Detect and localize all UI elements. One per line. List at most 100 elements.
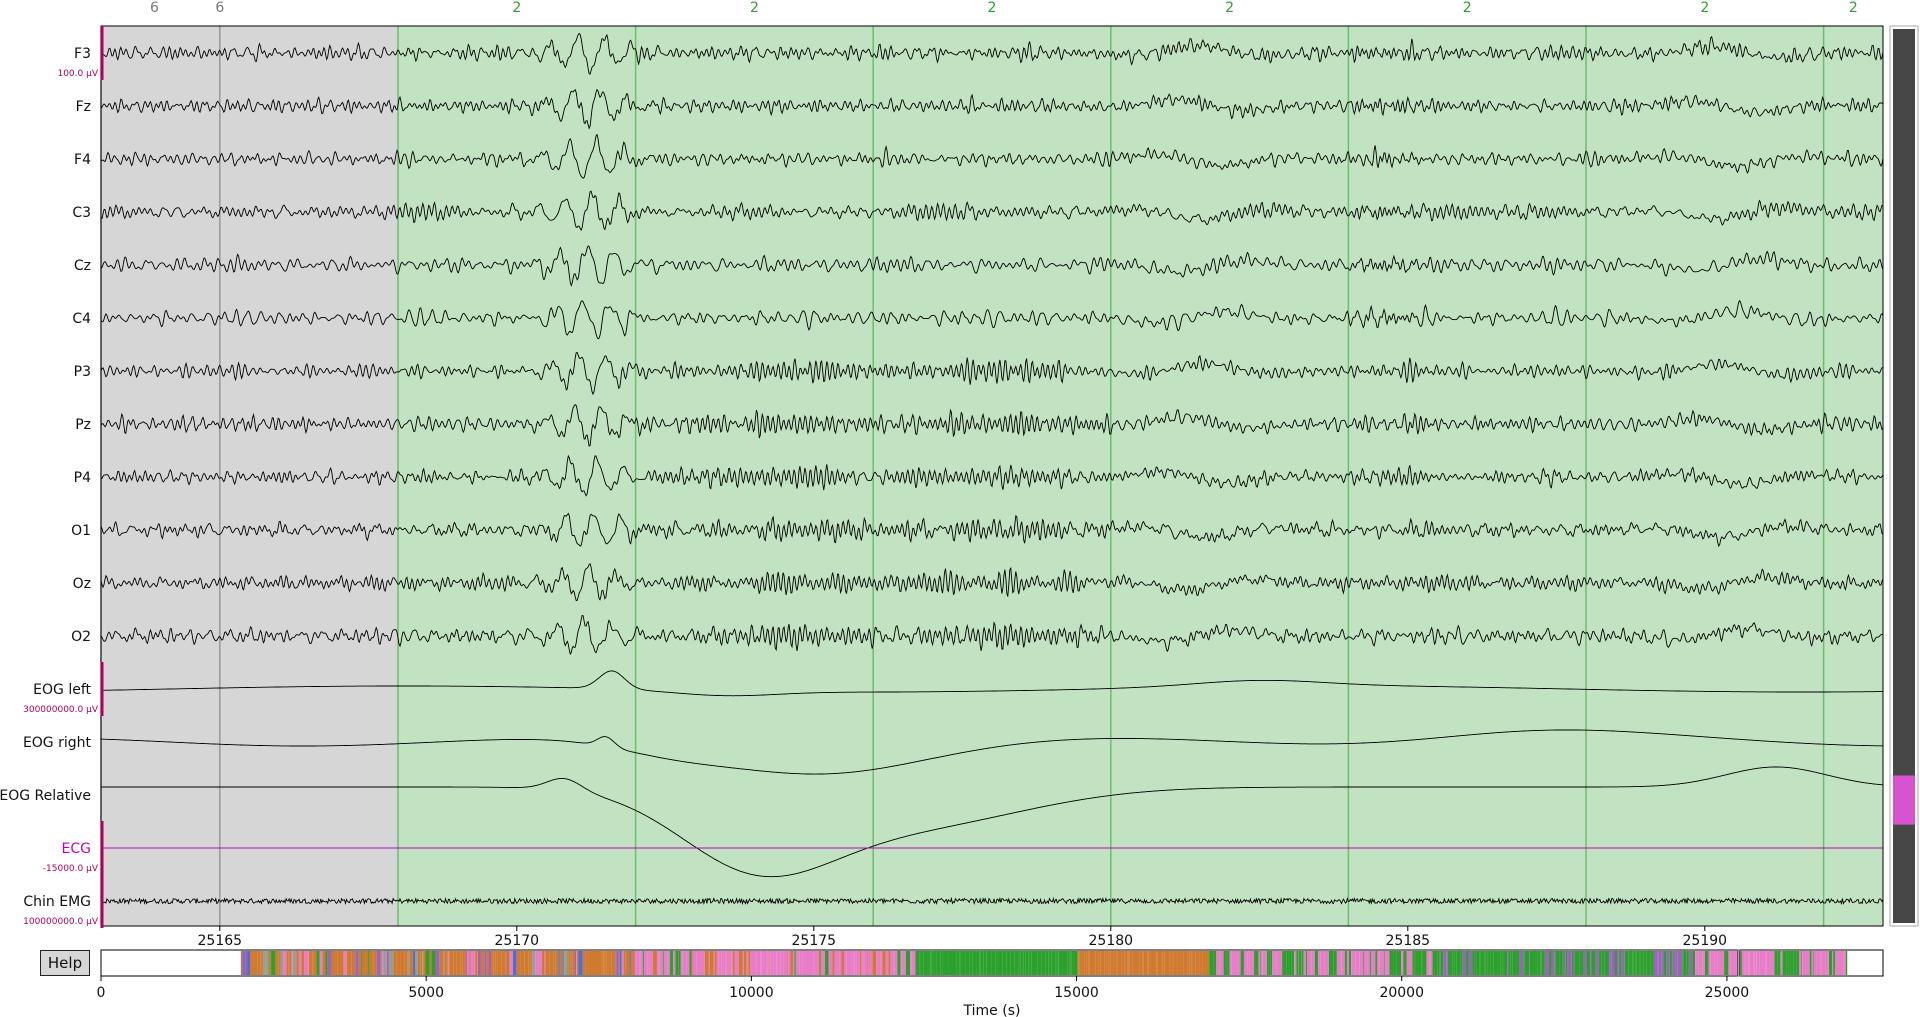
- overview-stage-segment: [572, 951, 575, 975]
- overview-stage-segment: [275, 951, 279, 975]
- overview-stage-segment: [1507, 951, 1509, 975]
- overview-stage-segment: [1682, 951, 1684, 975]
- overview-stage-segment: [1683, 951, 1687, 975]
- overview-stage-segment: [382, 951, 384, 975]
- overview-stage-segment: [1195, 951, 1198, 975]
- overview-stage-segment: [969, 951, 973, 975]
- overview-stage-segment: [868, 951, 871, 975]
- annotation-label[interactable]: 2: [1225, 0, 1234, 16]
- overview-stage-segment: [997, 951, 999, 975]
- overview-stage-segment: [1035, 951, 1038, 975]
- overview-stage-segment: [1058, 951, 1059, 975]
- channel-label: Pz: [75, 417, 91, 433]
- overview-stage-segment: [1619, 951, 1622, 975]
- overview-stage-segment: [553, 951, 556, 975]
- overview-stage-segment: [1618, 951, 1620, 975]
- overview-stage-segment: [1418, 951, 1422, 975]
- overview-stage-segment: [783, 951, 788, 975]
- overview-stage-segment: [1845, 951, 1848, 975]
- overview-stage-segment: [444, 951, 447, 975]
- overview-stage-segment: [1704, 951, 1709, 975]
- overview-stage-segment: [704, 951, 709, 975]
- overview-stage-segment: [837, 951, 840, 975]
- overview-stage-segment: [1493, 951, 1498, 975]
- overview-stage-segment: [484, 951, 487, 975]
- overview-stage-segment: [766, 951, 768, 975]
- overview-stage-segment: [393, 951, 397, 975]
- overview-stage-segment: [1443, 951, 1447, 975]
- annotation-label[interactable]: 2: [1849, 0, 1858, 16]
- overview-stage-segment: [1574, 951, 1576, 975]
- overview-stage-segment: [820, 951, 821, 975]
- overview-stage-segment: [1108, 951, 1111, 975]
- overview-stage-segment: [1045, 951, 1049, 975]
- overview-stage-segment: [1157, 951, 1162, 975]
- overview-stage-segment: [1048, 951, 1052, 975]
- help-button[interactable]: Help: [40, 950, 90, 976]
- scrollbar-track[interactable]: [1893, 29, 1915, 923]
- overview-stage-segment: [1148, 951, 1151, 975]
- overview-stage-segment: [777, 951, 779, 975]
- annotation-label[interactable]: 6: [215, 0, 224, 16]
- channel-label: Cz: [74, 258, 91, 274]
- overview-stage-segment: [588, 951, 592, 975]
- overview-stage-segment: [1786, 951, 1789, 975]
- overview-stage-segment: [383, 951, 387, 975]
- annotation-label[interactable]: 2: [750, 0, 759, 16]
- overview-stage-segment: [1650, 951, 1654, 975]
- scale-label: 100000000.0 µV: [23, 917, 99, 927]
- signal-trace: [100, 245, 1884, 287]
- overview-stage-segment: [1154, 951, 1157, 975]
- overview-stage-segment: [815, 951, 819, 975]
- overview-stage-segment: [1022, 951, 1024, 975]
- overview-stage-segment: [998, 951, 1003, 975]
- overview-stage-segment: [686, 951, 690, 975]
- annotation-label[interactable]: 2: [512, 0, 521, 16]
- annotation-label[interactable]: 2: [1700, 0, 1709, 16]
- overview-stage-segment: [247, 951, 251, 975]
- overview-stage-segment: [435, 951, 440, 975]
- overview-stage-segment: [574, 951, 577, 975]
- overview-stage-segment: [675, 951, 679, 975]
- overview-stage-segment: [761, 951, 764, 975]
- overview-stage-segment: [1231, 951, 1234, 975]
- overview-stage-segment: [1051, 951, 1052, 975]
- overview-stage-segment: [1540, 951, 1542, 975]
- overview-stage-segment: [470, 951, 475, 975]
- overview-stage-segment: [1563, 951, 1566, 975]
- overview-stage-segment: [824, 951, 829, 975]
- overview-stage-segment: [843, 951, 847, 975]
- overview-stage-segment: [663, 951, 668, 975]
- overview-stage-segment: [1753, 951, 1755, 975]
- overview-stage-segment: [1055, 951, 1057, 975]
- overview-stage-segment: [286, 951, 289, 975]
- annotation-label[interactable]: 6: [150, 0, 159, 16]
- overview-stage-segment: [1523, 951, 1525, 975]
- overview-stage-segment: [1077, 951, 1079, 975]
- overview-stage-segment: [1666, 951, 1670, 975]
- overview-stage-segment: [465, 951, 467, 975]
- overview-stage-segment: [1811, 951, 1813, 975]
- overview-stage-segment: [1698, 951, 1703, 975]
- overview-stage-segment: [1170, 951, 1173, 975]
- overview-stage-segment: [1508, 951, 1511, 975]
- overview-stage-segment: [1747, 951, 1749, 975]
- overview-stage-segment: [425, 951, 430, 975]
- overview-stage-segment: [475, 951, 478, 975]
- overview-stage-segment: [1537, 951, 1541, 975]
- overview-stage-segment: [1401, 951, 1404, 975]
- annotation-label[interactable]: 2: [988, 0, 997, 16]
- overview-stage-segment: [828, 951, 833, 975]
- overview-stage-segment: [396, 951, 401, 975]
- channel-label: Oz: [73, 576, 91, 592]
- overview-view-marker[interactable]: [1737, 949, 1741, 977]
- overview-stage-segment: [1806, 951, 1810, 975]
- overview-stage-segment: [1257, 951, 1259, 975]
- channel-label: P3: [74, 364, 91, 380]
- overview-stage-segment: [288, 951, 290, 975]
- overview-stage-segment: [571, 951, 573, 975]
- vertical-scrollbar[interactable]: [1889, 25, 1919, 927]
- annotation-label[interactable]: 2: [1463, 0, 1472, 16]
- overview-bar[interactable]: 0 5000 10000 15000 20000 25000 Time (s): [97, 949, 1884, 1017]
